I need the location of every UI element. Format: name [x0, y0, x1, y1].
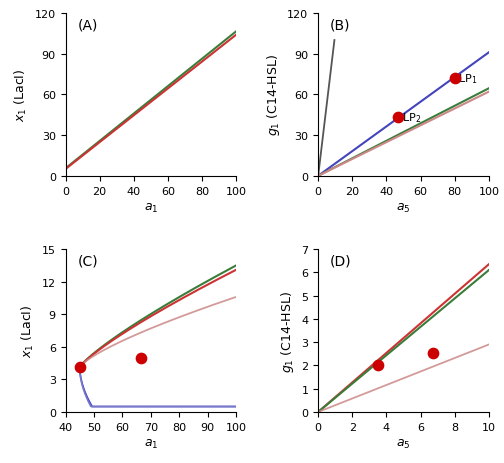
Y-axis label: $x_1$ (LacI): $x_1$ (LacI) — [20, 304, 36, 357]
X-axis label: $a_5$: $a_5$ — [396, 437, 411, 450]
Point — [451, 75, 459, 82]
Point — [428, 350, 436, 357]
Text: (B): (B) — [330, 19, 351, 33]
Text: (C): (C) — [78, 255, 98, 269]
X-axis label: $a_1$: $a_1$ — [144, 201, 158, 215]
Text: (D): (D) — [330, 255, 352, 269]
Point — [394, 114, 402, 122]
Y-axis label: $g_1$ (C14-HSL): $g_1$ (C14-HSL) — [279, 290, 296, 372]
Y-axis label: $g_1$ (C14-HSL): $g_1$ (C14-HSL) — [265, 54, 282, 136]
Point — [76, 364, 84, 371]
Text: LP$_2$: LP$_2$ — [402, 111, 421, 125]
Point — [374, 362, 382, 369]
Point — [137, 354, 145, 362]
Text: LP$_1$: LP$_1$ — [458, 72, 477, 86]
X-axis label: $a_5$: $a_5$ — [396, 201, 411, 215]
X-axis label: $a_1$: $a_1$ — [144, 437, 158, 450]
Y-axis label: $x_1$ (LacI): $x_1$ (LacI) — [13, 69, 29, 122]
Text: (A): (A) — [78, 19, 98, 33]
